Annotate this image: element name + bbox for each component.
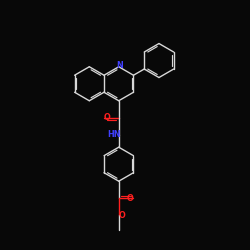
Text: N: N <box>116 62 123 70</box>
Text: O: O <box>119 211 126 220</box>
Text: O: O <box>126 194 133 203</box>
Text: O: O <box>104 113 111 122</box>
Text: HN: HN <box>107 130 120 139</box>
